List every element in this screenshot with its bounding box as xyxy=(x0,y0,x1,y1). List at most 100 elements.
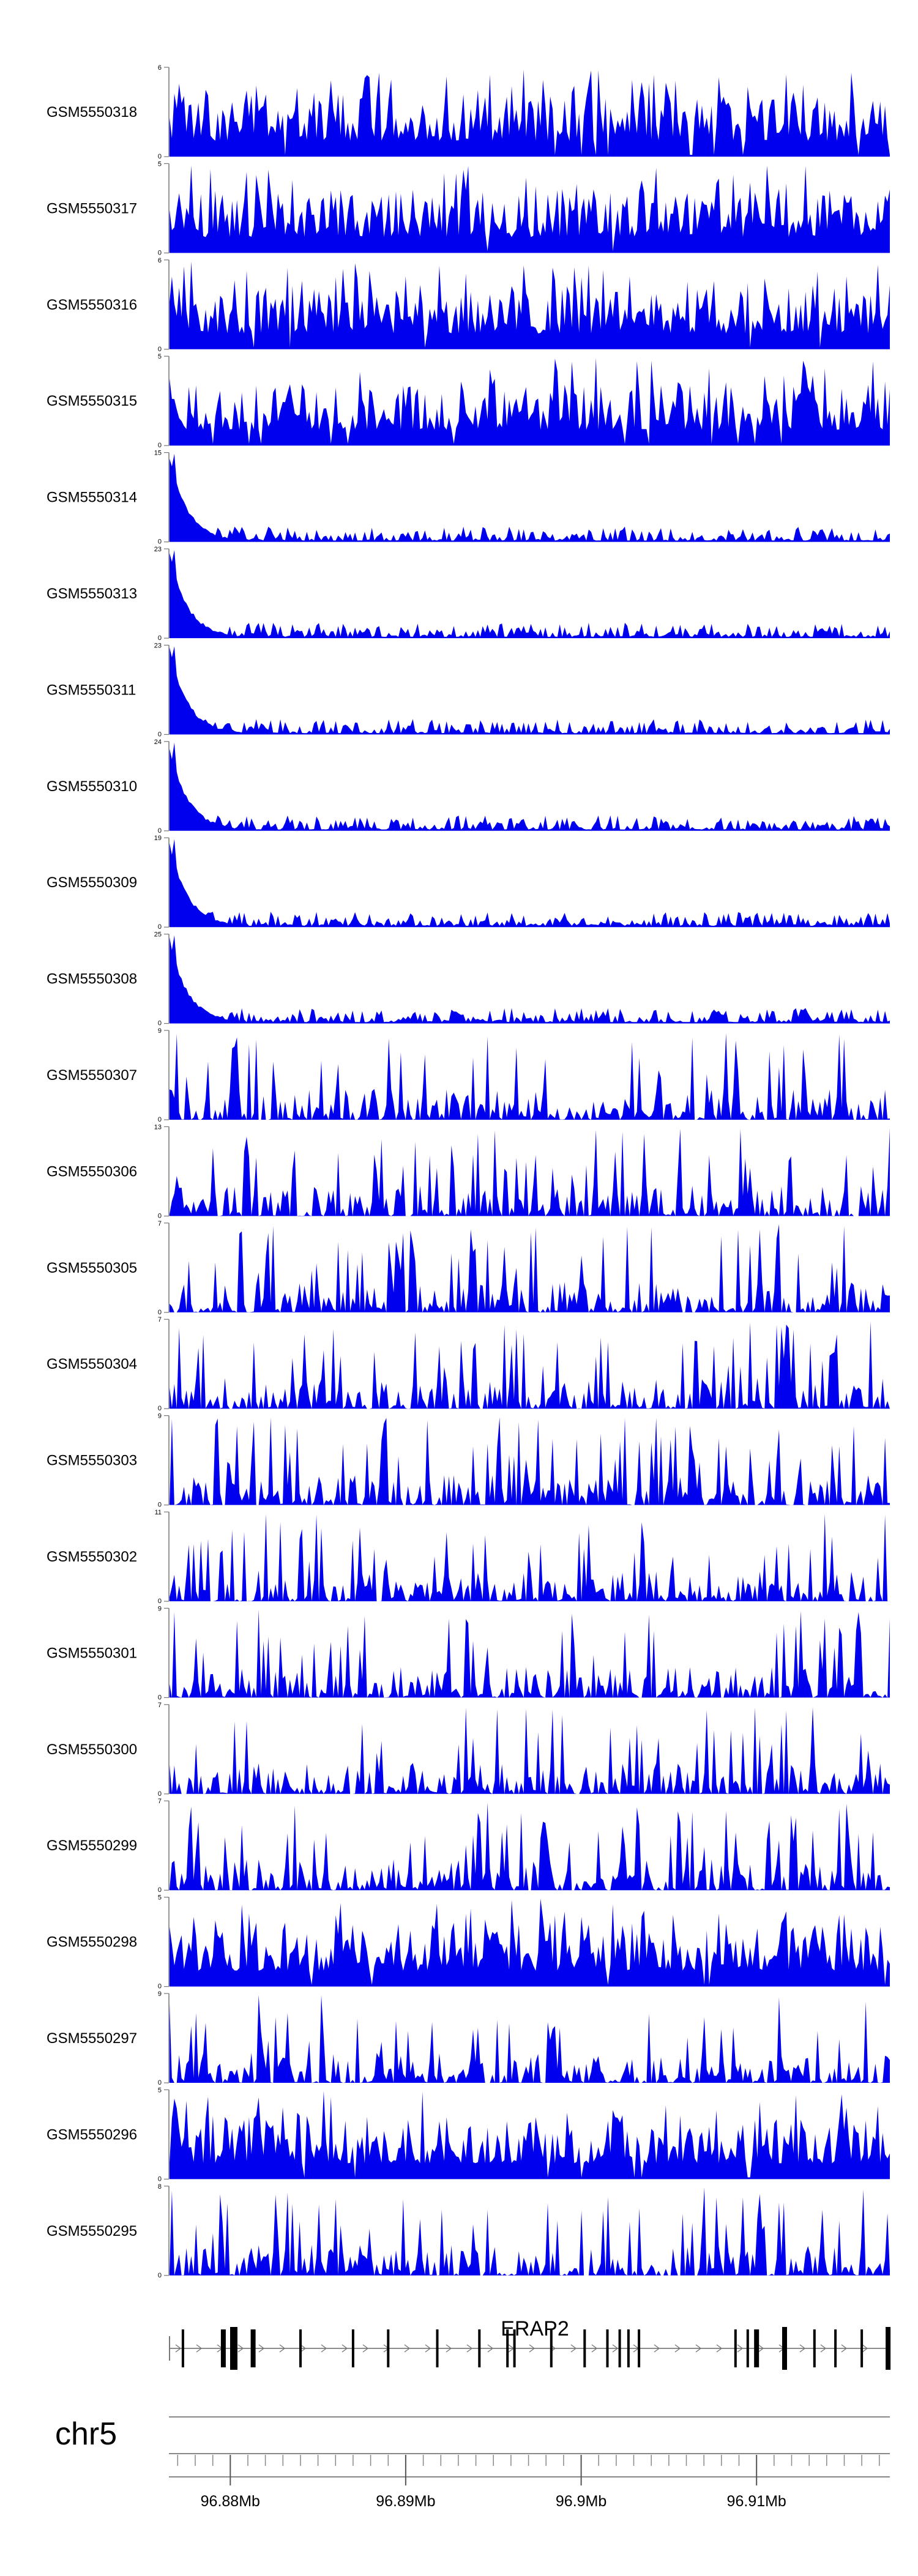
strand-arrow xyxy=(570,2344,577,2353)
track-ymin-label: 0 xyxy=(158,249,162,256)
track-ymax-label: 7 xyxy=(158,1702,162,1709)
coverage-area xyxy=(170,1128,890,1216)
track-ymax-label: 5 xyxy=(158,2086,162,2094)
coverage-area xyxy=(170,69,890,157)
coverage-area xyxy=(170,1033,890,1120)
track-ymax-label: 5 xyxy=(158,1894,162,1902)
track-ymax-label: 11 xyxy=(155,1509,162,1516)
track-label: GSM5550302 xyxy=(47,1549,137,1565)
exon xyxy=(583,2329,586,2367)
coverage-area xyxy=(170,1995,890,2083)
exon xyxy=(638,2329,641,2367)
coverage-area xyxy=(170,646,890,735)
strand-arrow xyxy=(695,2344,702,2353)
track-GSM5550316: GSM5550316 6 0 xyxy=(47,257,890,353)
coverage-area xyxy=(170,1802,890,1891)
track-ymax-label: 15 xyxy=(154,450,162,457)
track-GSM5550317: GSM5550317 5 0 xyxy=(47,160,890,256)
coverage-area xyxy=(170,165,890,253)
exon xyxy=(250,2329,256,2367)
track-ymin-label: 0 xyxy=(158,2175,162,2183)
strand-arrow xyxy=(862,2344,868,2353)
track-ymax-label: 7 xyxy=(158,1316,162,1323)
track-ymax-label: 23 xyxy=(154,546,162,553)
exon xyxy=(181,2329,184,2367)
track-label: GSM5550315 xyxy=(47,393,137,409)
coverage-area xyxy=(170,1609,890,1698)
track-GSM5550298: GSM5550298 5 0 xyxy=(47,1894,890,1990)
track-ymin-label: 0 xyxy=(158,923,162,931)
exon xyxy=(513,2329,516,2367)
axis-tick-label: 96.88Mb xyxy=(201,2493,260,2510)
strand-arrow xyxy=(258,2344,265,2353)
strand-arrow xyxy=(341,2344,348,2353)
exon xyxy=(606,2329,609,2367)
track-GSM5550297: GSM5550297 9 0 xyxy=(47,1990,890,2086)
gene-start-mark xyxy=(169,2336,170,2361)
strand-arrow xyxy=(487,2344,494,2353)
track-label: GSM5550316 xyxy=(47,297,137,313)
strand-arrow xyxy=(237,2344,244,2353)
track-label: GSM5550308 xyxy=(47,971,137,988)
track-ymax-label: 5 xyxy=(158,160,162,168)
strand-arrow xyxy=(425,2344,431,2353)
exon xyxy=(478,2329,481,2367)
exon xyxy=(746,2329,749,2367)
strand-arrow xyxy=(758,2344,764,2353)
strand-arrow xyxy=(362,2344,369,2353)
track-ymax-label: 9 xyxy=(158,1027,162,1035)
exon xyxy=(387,2329,390,2367)
axis-tick-label: 96.91Mb xyxy=(727,2493,786,2510)
coverage-area xyxy=(170,1224,890,1312)
track-ymax-label: 9 xyxy=(158,1605,162,1612)
track-GSM5550300: GSM5550300 7 0 xyxy=(47,1702,890,1798)
coverage-area xyxy=(170,1898,890,1987)
track-label: GSM5550311 xyxy=(47,682,136,698)
track-GSM5550309: GSM5550309 19 0 xyxy=(47,835,890,931)
track-ymin-label: 0 xyxy=(158,1405,162,1412)
track-ymin-label: 0 xyxy=(158,442,162,449)
track-label: GSM5550309 xyxy=(47,874,137,891)
axis-minor-ticks xyxy=(177,2455,880,2466)
track-GSM5550318: GSM5550318 6 0 xyxy=(47,64,890,160)
exon xyxy=(351,2329,354,2367)
track-ymax-label: 8 xyxy=(158,2183,162,2191)
track-GSM5550302: GSM5550302 11 0 xyxy=(47,1509,890,1605)
track-ymax-label: 6 xyxy=(158,64,162,72)
exon xyxy=(299,2329,302,2367)
track-ymin-label: 0 xyxy=(158,2272,162,2279)
track-label: GSM5550299 xyxy=(47,1837,137,1854)
track-ymax-label: 7 xyxy=(158,1798,162,1805)
track-ymin-label: 0 xyxy=(158,1212,162,1219)
strand-arrow xyxy=(404,2344,411,2353)
gene-name-label: ERAP2 xyxy=(501,2317,569,2340)
track-ymax-label: 7 xyxy=(158,1220,162,1227)
strand-arrow xyxy=(674,2344,681,2353)
exon xyxy=(627,2329,630,2367)
track-ymin-label: 0 xyxy=(158,1694,162,1701)
strand-arrow xyxy=(612,2344,619,2353)
track-GSM5550310: GSM5550310 24 0 xyxy=(47,739,890,835)
strand-arrow xyxy=(196,2344,203,2353)
exon xyxy=(782,2327,787,2370)
exon xyxy=(506,2329,509,2367)
track-ymin-label: 0 xyxy=(158,1116,162,1123)
strand-arrow xyxy=(591,2344,598,2353)
track-label: GSM5550301 xyxy=(47,1645,137,1661)
strand-arrow xyxy=(841,2344,848,2353)
exon xyxy=(754,2329,759,2367)
strand-arrow xyxy=(820,2344,827,2353)
coverage-area xyxy=(170,453,890,542)
exon xyxy=(860,2329,864,2367)
track-ymax-label: 9 xyxy=(158,1990,162,1998)
coverage-area xyxy=(170,2187,890,2276)
track-ymin-label: 0 xyxy=(158,1502,162,1509)
track-ymin-label: 0 xyxy=(158,1886,162,1894)
strand-arrows xyxy=(175,2344,868,2353)
track-label: GSM5550318 xyxy=(47,104,137,121)
track-label: GSM5550317 xyxy=(47,200,137,217)
strand-arrow xyxy=(529,2344,536,2353)
track-GSM5550305: GSM5550305 7 0 xyxy=(47,1220,890,1316)
track-GSM5550314: GSM5550314 15 0 xyxy=(47,450,890,546)
coverage-area xyxy=(170,839,890,928)
